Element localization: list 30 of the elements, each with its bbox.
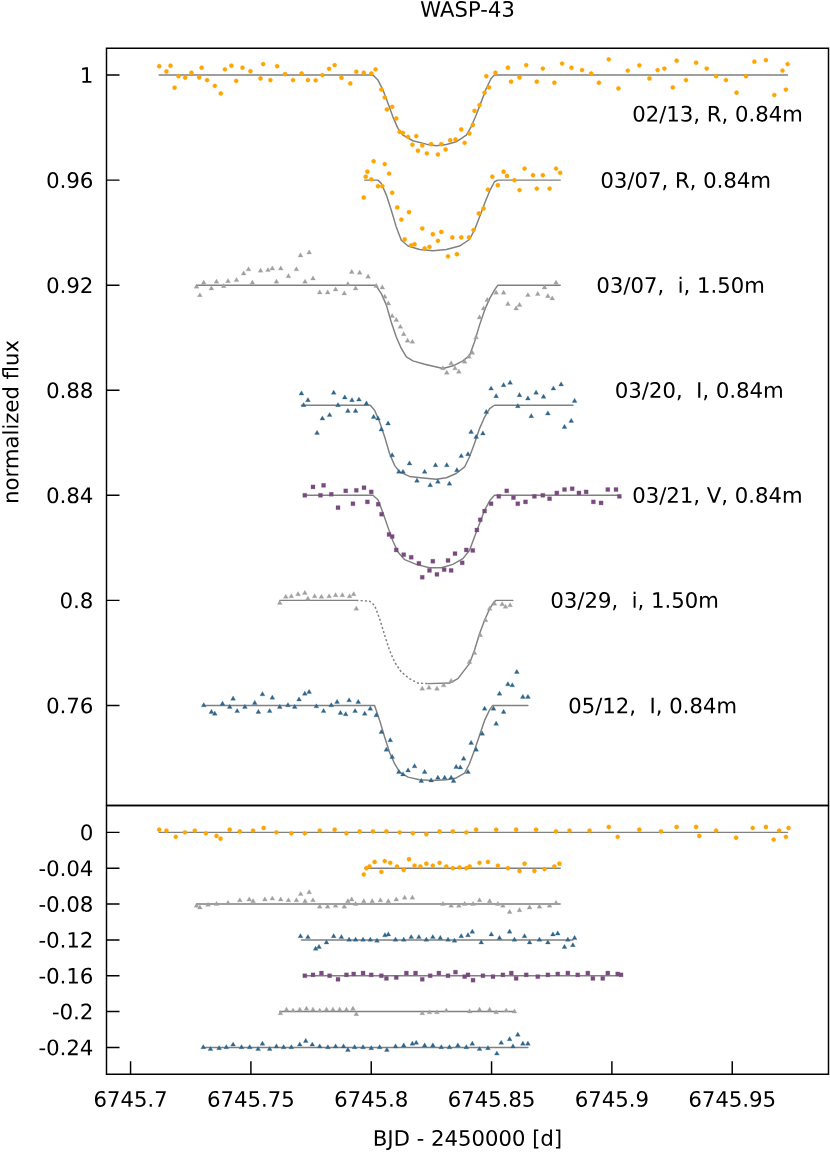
y-tick-label: 0.8 <box>61 592 92 609</box>
y-tick-label: -0.12 <box>39 931 92 948</box>
y-tick-label: 0.92 <box>47 277 92 294</box>
y-tick-label: -0.04 <box>39 860 93 877</box>
series-label: 03/07, i, 1.50m <box>597 276 764 296</box>
y-tick-label: 0.84 <box>47 487 93 504</box>
y-tick-label: -0.2 <box>53 1003 92 1020</box>
y-tick-label: -0.24 <box>39 1039 93 1056</box>
y-axis-title: normalized flux <box>2 340 19 502</box>
y-tick-label: 0.96 <box>47 172 92 189</box>
series-label: 03/21, V, 0.84m <box>633 486 801 506</box>
y-tick-label: -0.08 <box>39 896 92 913</box>
series-label: 03/29, i, 1.50m <box>551 591 718 611</box>
y-tick-label: 0 <box>81 824 92 841</box>
y-tick-label: 0.76 <box>47 697 92 714</box>
series-label: 05/12, I, 0.84m <box>569 697 736 716</box>
y-tick-label: 0.88 <box>47 382 92 399</box>
x-tick-label: 6745.8 <box>335 1090 407 1107</box>
chart-title: WASP-43 <box>420 0 514 17</box>
y-tick-label: -0.16 <box>39 967 92 984</box>
y-tick-label: 1 <box>82 67 92 83</box>
x-tick-label: 6745.85 <box>449 1090 534 1107</box>
series-label: 03/20, I, 0.84m <box>616 382 782 401</box>
x-tick-label: 6745.7 <box>94 1090 166 1107</box>
x-tick-label: 6745.75 <box>208 1090 293 1107</box>
x-tick-label: 6745.9 <box>576 1090 648 1107</box>
x-axis-title: BJD - 2450000 [d] <box>374 1129 561 1150</box>
series-label: 03/07, R, 0.84m <box>601 171 770 191</box>
x-tick-label: 6745.95 <box>689 1090 775 1107</box>
series-label: 02/13, R, 0.84m <box>633 105 802 124</box>
